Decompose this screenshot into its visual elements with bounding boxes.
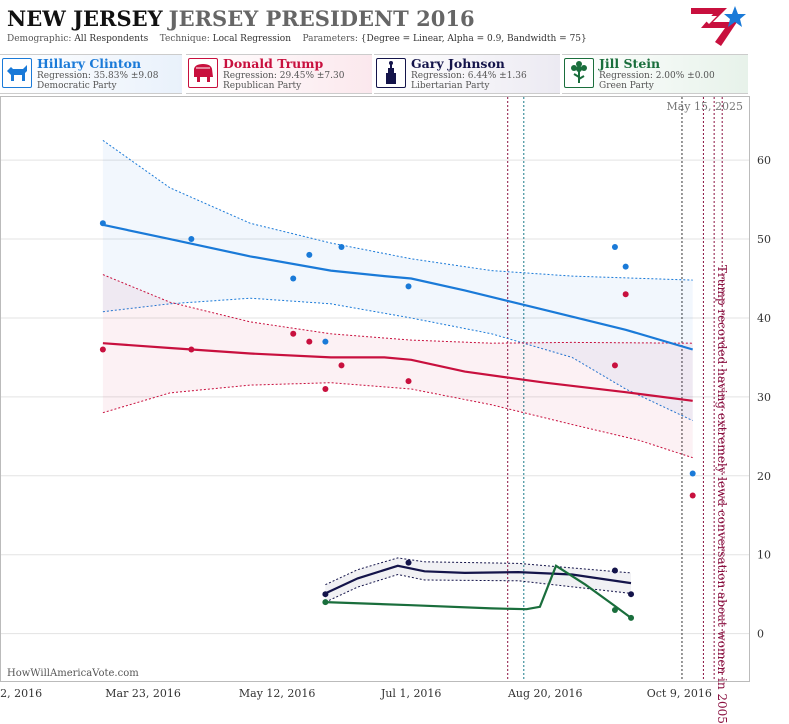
candidate-name: Hillary Clinton <box>37 56 142 71</box>
poll-point <box>338 243 345 250</box>
x-tick-label: May 12, 2016 <box>239 687 316 700</box>
poll-point <box>322 338 329 345</box>
y-tick-label: 0 <box>757 628 764 641</box>
poll-point <box>290 275 297 282</box>
poll-point <box>188 346 195 353</box>
confidence-band <box>325 557 631 603</box>
trend-line <box>102 223 694 351</box>
poll-point <box>322 591 329 598</box>
poll-point <box>306 251 313 258</box>
poll-point <box>322 599 329 606</box>
parameters-label: Parameters: <box>302 34 358 44</box>
candidate-party: Libertarian Party <box>411 81 490 91</box>
candidate-party: Green Party <box>599 81 654 91</box>
upper-bound-line <box>102 274 693 344</box>
poll-point <box>622 263 629 270</box>
trend-line <box>325 564 632 619</box>
candidate-party: Republican Party <box>223 81 302 91</box>
candidate-name: Gary Johnson <box>411 56 505 71</box>
y-tick-label: 60 <box>757 154 771 167</box>
poll-point <box>689 470 696 477</box>
poll-point <box>611 362 618 369</box>
race-title: JERSEY PRESIDENT 2016 <box>168 6 475 31</box>
page-title: NEW JERSEY JERSEY PRESIDENT 2016 <box>7 6 475 31</box>
date-label: May 15, 2025 <box>666 100 743 113</box>
y-tick-label: 50 <box>757 233 771 246</box>
candidate-card-trump[interactable]: Donald Trump Regression: 29.45% ±7.30 Re… <box>186 54 372 94</box>
poll-point <box>611 243 618 250</box>
poll-point <box>628 614 635 621</box>
lower-bound-line <box>325 573 632 603</box>
y-tick-label: 10 <box>757 549 771 562</box>
statue-of-liberty-icon <box>376 58 406 88</box>
poll-point <box>689 492 696 499</box>
candidate-name: Donald Trump <box>223 56 324 71</box>
upper-bound-line <box>102 139 693 281</box>
elephant-icon <box>188 58 218 88</box>
state-title: NEW JERSEY <box>7 6 163 31</box>
flower-icon <box>564 58 594 88</box>
candidate-party: Democratic Party <box>37 81 117 91</box>
donkey-icon <box>2 58 32 88</box>
poll-point <box>188 236 195 243</box>
upper-bound-line <box>325 557 632 586</box>
candidate-card-johnson[interactable]: Gary Johnson Regression: 6.44% ±1.36 Lib… <box>374 54 560 94</box>
confidence-band <box>102 140 693 421</box>
lower-bound-line <box>102 297 693 422</box>
candidate-regression: Regression: 6.44% ±1.36 <box>411 71 527 81</box>
poll-point <box>322 386 329 392</box>
candidate-regression: Regression: 35.83% ±9.08 <box>37 71 159 81</box>
x-tick-label: Oct 9, 2016 <box>647 687 712 700</box>
poll-point <box>611 606 618 613</box>
site-logo-icon <box>691 6 746 46</box>
y-tick-label: 20 <box>757 470 771 483</box>
site-credit: HowWillAmericaVote.com <box>7 668 139 679</box>
trend-line <box>324 564 632 595</box>
candidate-regression: Regression: 29.45% ±7.30 <box>223 71 345 81</box>
poll-point <box>306 338 313 345</box>
poll-point <box>290 330 297 337</box>
poll-point <box>99 220 106 227</box>
poll-point <box>405 559 412 566</box>
x-tick-label: Mar 23, 2016 <box>105 687 181 700</box>
parameters-value: {Degree = Linear, Alpha = 0.9, Bandwidth… <box>360 34 587 44</box>
x-tick-label: Feb 2, 2016 <box>0 687 42 700</box>
parameters-line: Demographic: All Respondents Technique: … <box>7 34 587 44</box>
candidate-name: Jill Stein <box>599 56 661 71</box>
demographic-label: Demographic: <box>7 34 72 44</box>
candidate-card-clinton[interactable]: Hillary Clinton Regression: 35.83% ±9.08… <box>0 54 182 94</box>
technique-value: Local Regression <box>212 34 292 44</box>
poll-point <box>622 291 629 298</box>
poll-point <box>405 283 412 290</box>
event-annotation: Trump recorded having extremely lewd con… <box>715 265 729 724</box>
demographic-value: All Respondents <box>74 34 149 44</box>
plot-area <box>0 96 750 682</box>
poll-point <box>611 567 618 574</box>
technique-label: Technique: <box>159 34 210 44</box>
confidence-band <box>102 274 693 458</box>
polling-chart: 0 10 20 30 40 50 60 Feb 2, 2016 Mar 23, 2016 May … <box>0 97 771 700</box>
poll-point <box>628 591 635 598</box>
poll-point <box>338 362 345 369</box>
x-tick-label: Aug 20, 2016 <box>507 687 583 700</box>
lower-bound-line <box>102 382 693 459</box>
candidate-card-stein[interactable]: Jill Stein Regression: 2.00% ±0.00 Green… <box>562 54 748 94</box>
trend-line <box>102 342 693 402</box>
y-tick-label: 30 <box>757 391 771 404</box>
x-tick-label: Jul 1, 2016 <box>380 687 442 700</box>
poll-point <box>405 378 412 385</box>
candidate-regression: Regression: 2.00% ±0.00 <box>599 71 715 81</box>
y-tick-label: 40 <box>757 312 771 325</box>
poll-point <box>99 346 106 353</box>
